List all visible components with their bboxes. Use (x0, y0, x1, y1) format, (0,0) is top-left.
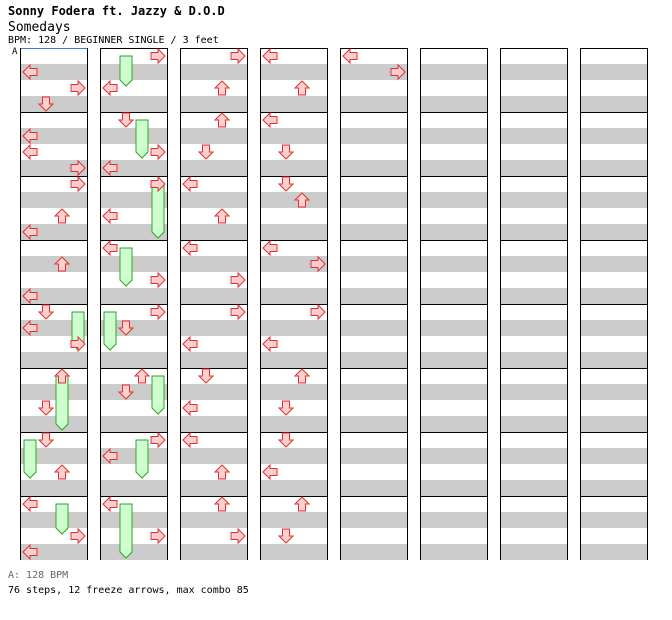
chart-meta: BPM: 128 / BEGINNER SINGLE / 3 feet (8, 35, 219, 46)
chart-column-7 (500, 48, 568, 560)
chart-column-4 (260, 48, 328, 560)
bpm-change-marker: A (12, 47, 18, 57)
song-title: Somedays (8, 20, 71, 35)
chart-column-5 (340, 48, 408, 560)
artist-line: Sonny Fodera ft. Jazzy & D.O.D (8, 4, 225, 18)
chart-column-1 (20, 48, 88, 560)
footer-stats: 76 steps, 12 freeze arrows, max combo 85 (8, 585, 249, 596)
chart-column-6 (420, 48, 488, 560)
chart-column-3 (180, 48, 248, 560)
chart-column-2 (100, 48, 168, 560)
footer-bpm: A: 128 BPM (8, 570, 69, 581)
chart-column-8 (580, 48, 648, 560)
